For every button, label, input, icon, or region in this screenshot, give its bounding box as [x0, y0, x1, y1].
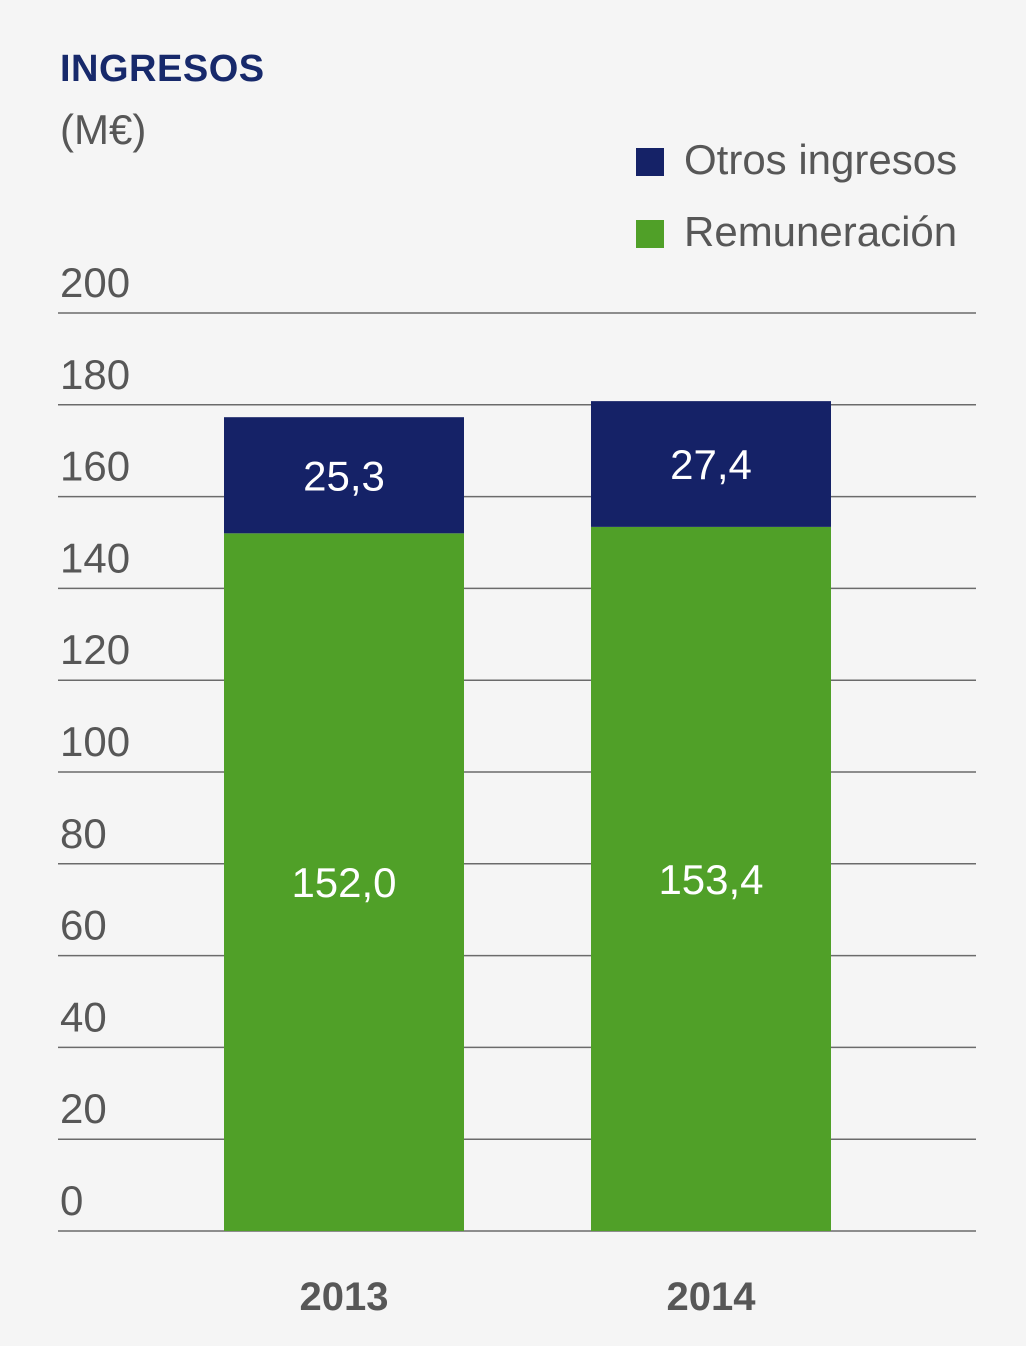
bar-remuneracion-2013 [224, 533, 464, 1231]
chart-unit: (M€) [60, 106, 147, 153]
x-axis-categories: 2013 2014 [300, 1275, 757, 1319]
data-label: 25,3 [303, 452, 385, 499]
legend-label-remuneracion: Remuneración [684, 208, 958, 255]
y-tick-label: 100 [60, 718, 130, 765]
gridlines [58, 312, 976, 1232]
bars [224, 401, 831, 1231]
data-label: 152,0 [291, 859, 396, 906]
legend-label-otros-ingresos: Otros ingresos [684, 136, 958, 183]
bar-otros-ingresos-2013 [224, 417, 464, 534]
y-tick-label: 140 [60, 534, 130, 581]
y-tick-label: 200 [60, 259, 130, 306]
x-category-label: 2014 [667, 1275, 757, 1319]
bar-otros-ingresos-2014 [591, 401, 831, 527]
y-tick-label: 180 [60, 351, 130, 398]
bar-remuneracion-2014 [591, 526, 831, 1231]
data-label: 153,4 [658, 856, 763, 903]
y-tick-label: 120 [60, 626, 130, 673]
data-label: 27,4 [670, 441, 752, 488]
y-tick-label: 80 [60, 810, 107, 857]
y-tick-label: 160 [60, 443, 130, 490]
legend-swatch-otros-ingresos [636, 148, 664, 176]
y-tick-label: 60 [60, 902, 107, 949]
y-tick-label: 40 [60, 993, 107, 1040]
legend-swatch-remuneracion [636, 220, 664, 248]
y-tick-label: 20 [60, 1085, 107, 1132]
y-tick-label: 0 [60, 1177, 83, 1224]
y-axis-ticks: 0 20 40 60 80 100 120 140 160 180 200 [60, 259, 130, 1224]
data-labels: 152,0 25,3 153,4 27,4 [291, 441, 763, 906]
x-category-label: 2013 [300, 1275, 389, 1319]
chart-title: INGRESOS [60, 48, 265, 90]
